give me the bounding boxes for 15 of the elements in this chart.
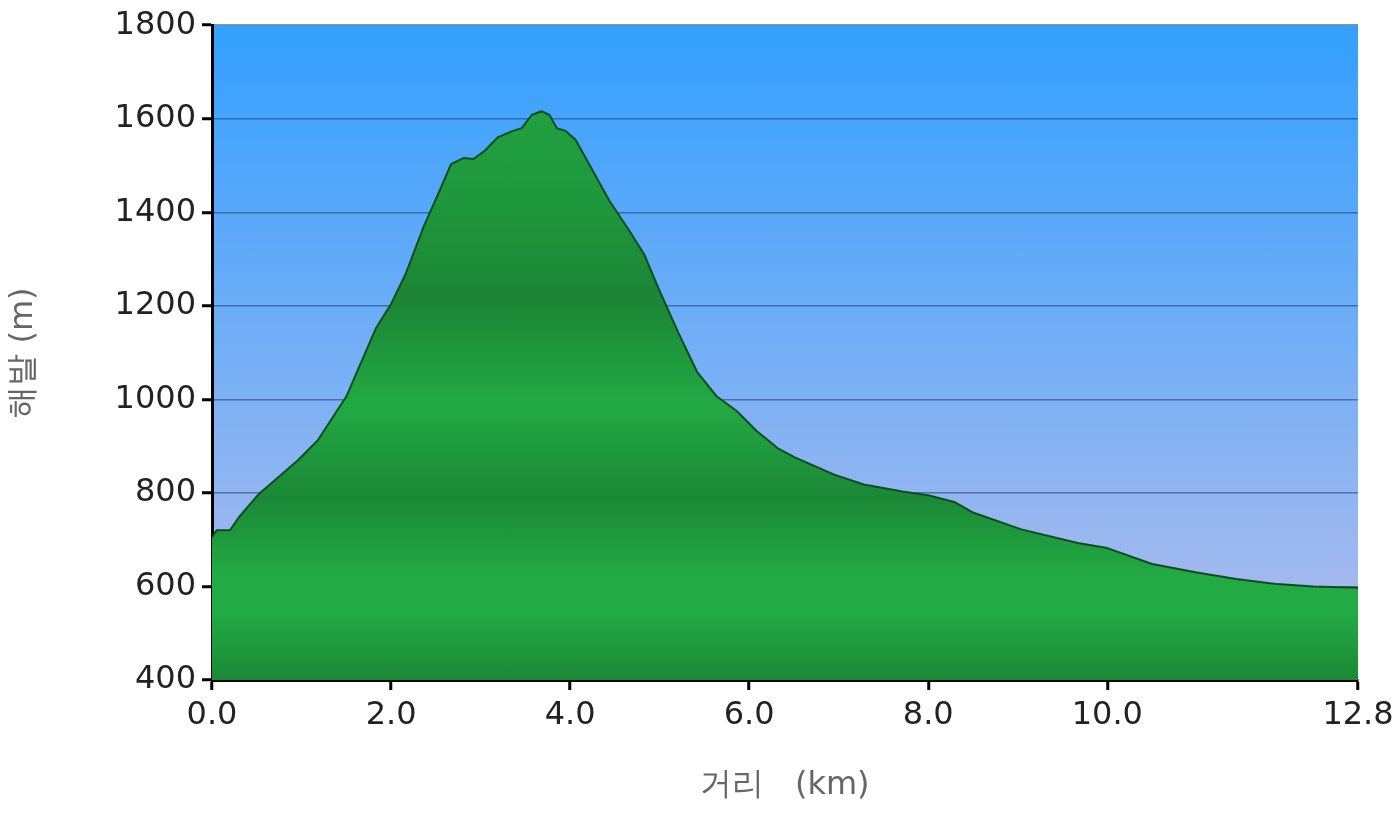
x-tick-label: 4.0: [544, 693, 596, 732]
y-tick-label: 1600: [114, 97, 196, 136]
y-axis-title: 해발 (m): [1, 287, 40, 418]
y-tick-label: 1800: [114, 3, 196, 42]
x-tick-label: 2.0: [365, 693, 417, 732]
x-tick-label: 6.0: [723, 693, 775, 732]
y-tick-label: 1400: [114, 190, 196, 229]
x-axis-title: 거리 (km): [700, 764, 870, 803]
y-tick-label: 800: [134, 471, 196, 510]
y-tick-label: 1000: [114, 377, 196, 416]
x-tick-label: 12.8: [1322, 693, 1394, 732]
y-tick-label: 1200: [114, 284, 196, 323]
x-tick-label: 8.0: [902, 693, 954, 732]
x-tick-label: 10.0: [1071, 693, 1143, 732]
y-tick-label: 600: [134, 564, 196, 603]
